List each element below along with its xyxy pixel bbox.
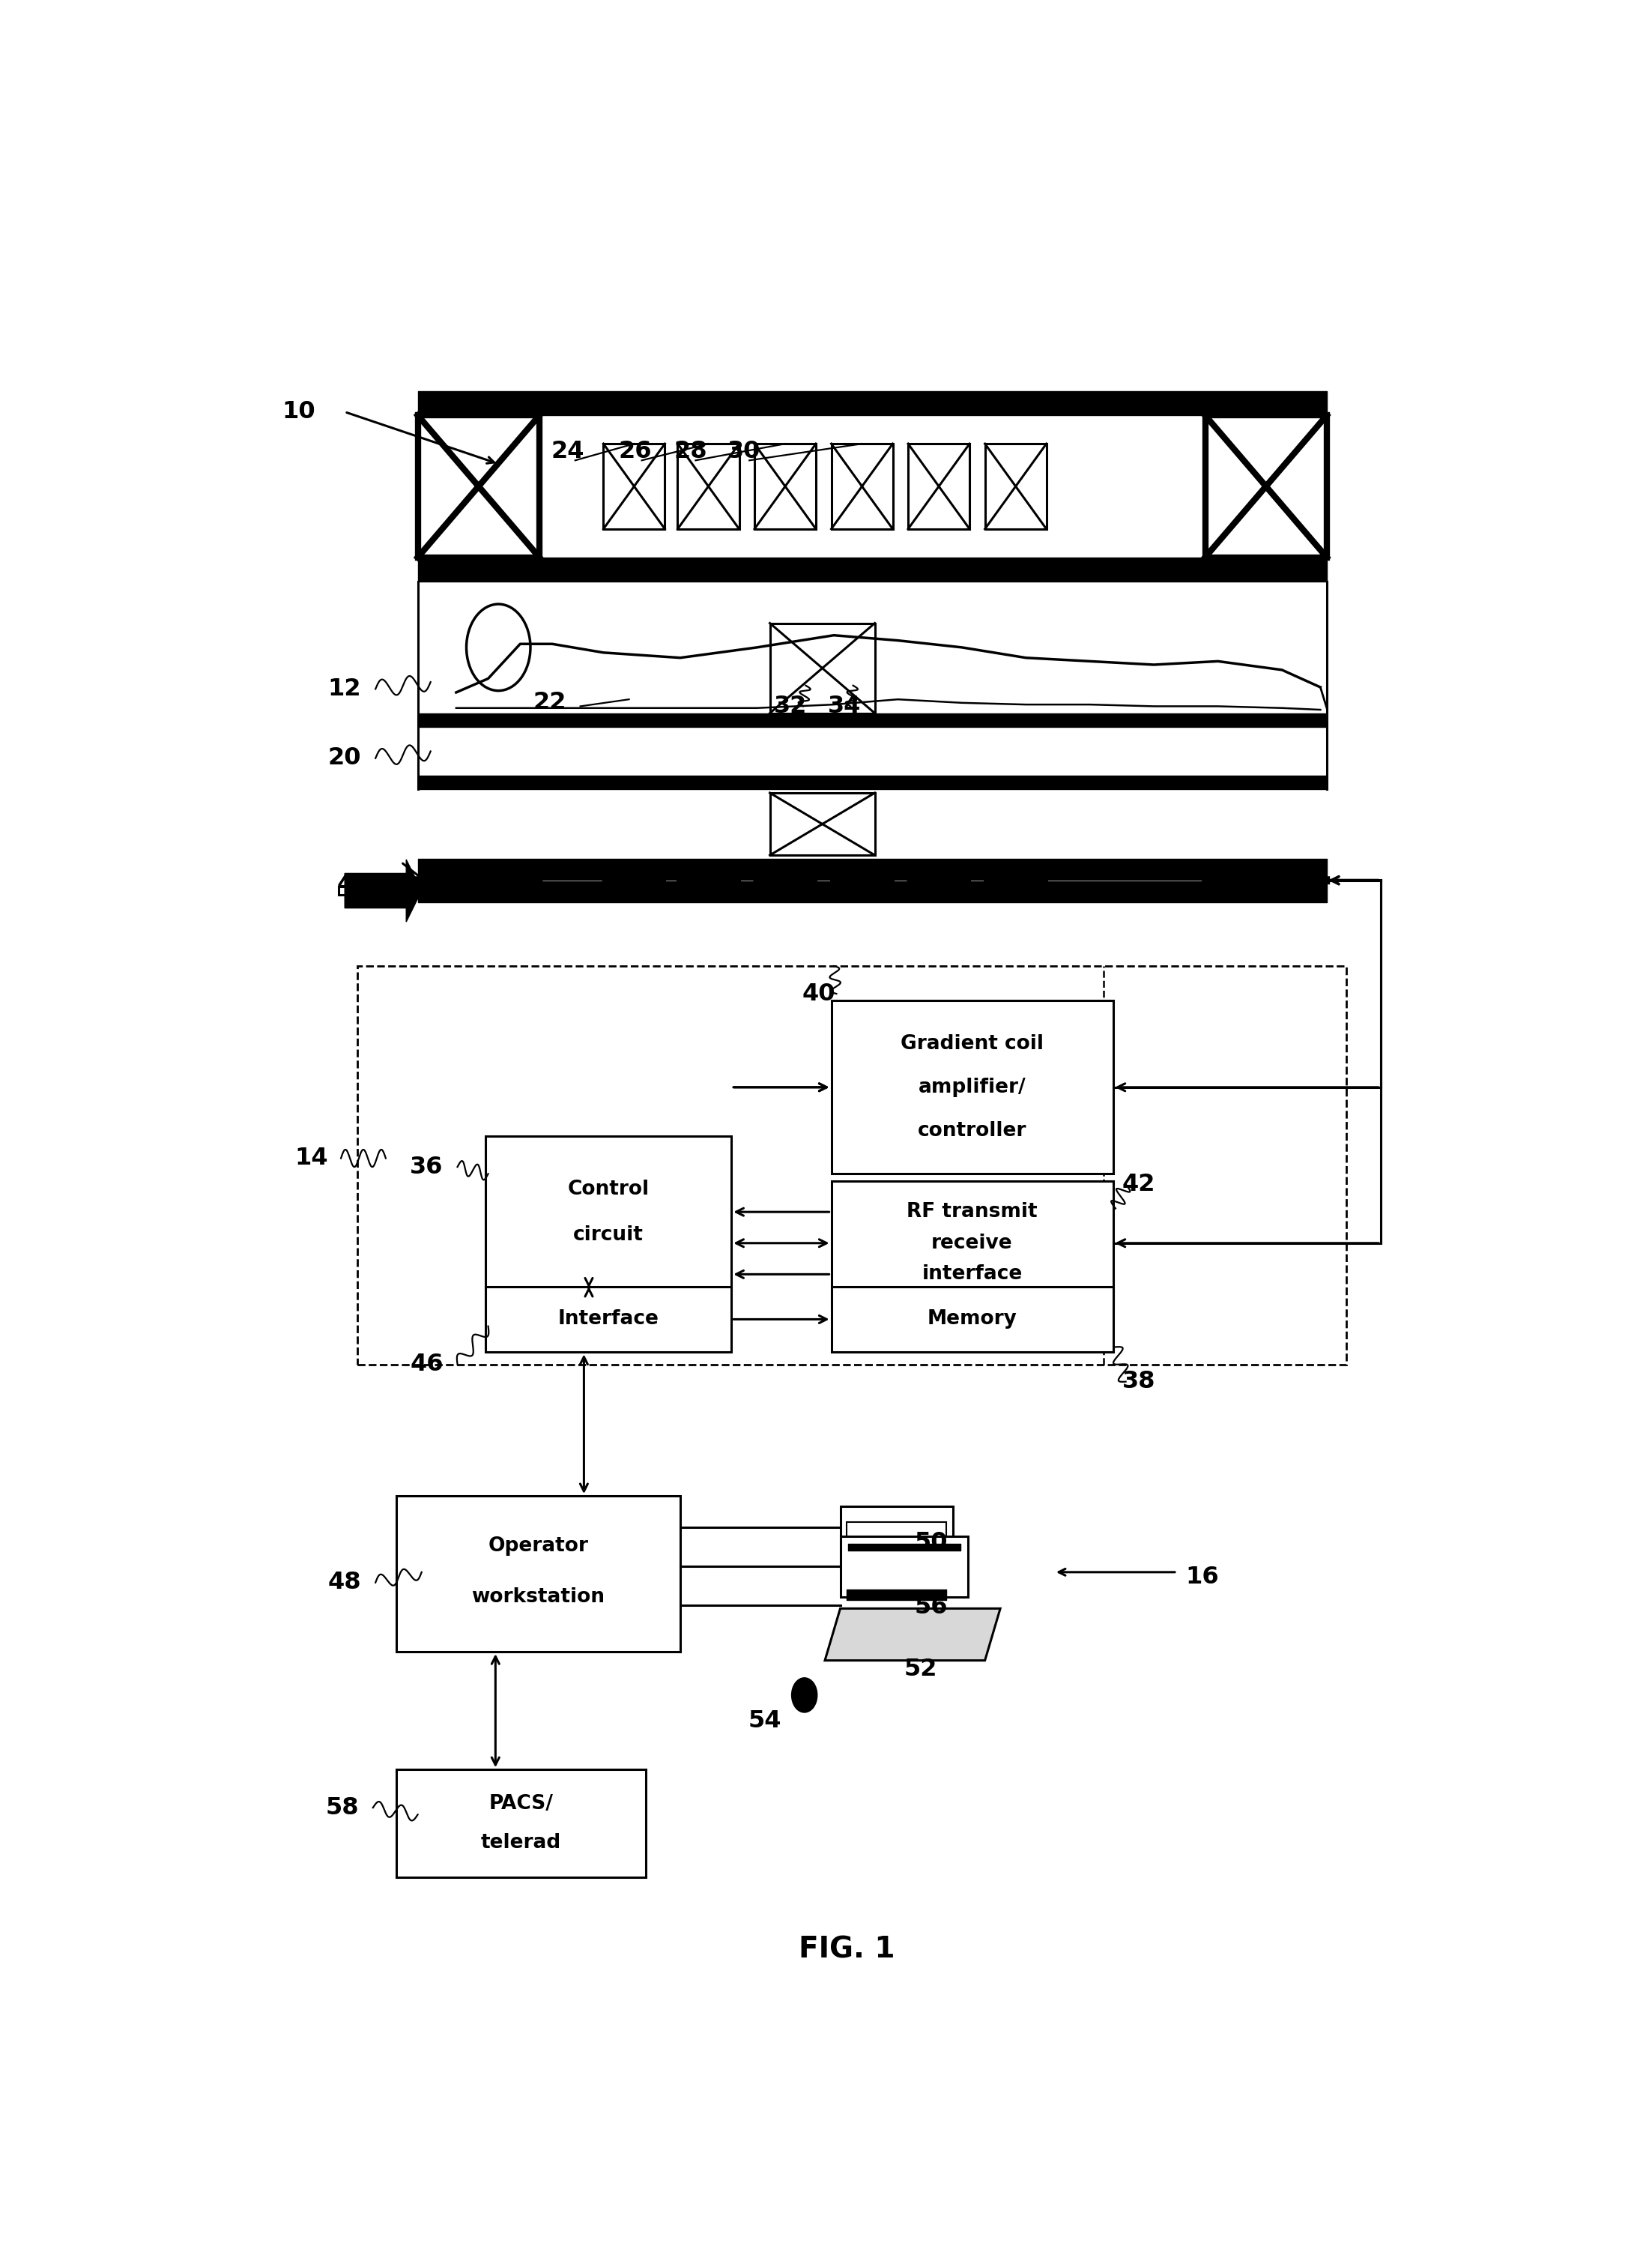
Text: 46: 46 bbox=[410, 1352, 443, 1376]
Bar bbox=[339, 886, 408, 895]
Bar bbox=[831, 1286, 1113, 1352]
Bar bbox=[770, 623, 876, 713]
Text: 48: 48 bbox=[329, 1570, 362, 1595]
Text: workstation: workstation bbox=[471, 1588, 605, 1608]
Bar bbox=[841, 1507, 953, 1570]
Text: RF transmit: RF transmit bbox=[907, 1203, 1037, 1221]
Text: Gradient coil: Gradient coil bbox=[900, 1035, 1044, 1055]
Text: 24: 24 bbox=[550, 441, 585, 463]
Bar bbox=[909, 443, 970, 529]
Text: 20: 20 bbox=[329, 747, 362, 769]
Text: Operator: Operator bbox=[487, 1536, 588, 1556]
Text: 10: 10 bbox=[282, 400, 316, 423]
Polygon shape bbox=[824, 1608, 1001, 1660]
Text: Interface: Interface bbox=[558, 1309, 659, 1329]
Text: 16: 16 bbox=[1186, 1565, 1219, 1590]
Bar bbox=[677, 443, 738, 529]
Text: telerad: telerad bbox=[481, 1833, 562, 1853]
Bar bbox=[1206, 416, 1327, 558]
Text: interface: interface bbox=[922, 1264, 1023, 1284]
Text: controller: controller bbox=[917, 1120, 1026, 1140]
Bar bbox=[396, 1496, 681, 1651]
Text: 52: 52 bbox=[904, 1658, 938, 1680]
Text: circuit: circuit bbox=[573, 1226, 644, 1244]
Circle shape bbox=[791, 1678, 818, 1711]
Text: Memory: Memory bbox=[927, 1309, 1018, 1329]
Text: 26: 26 bbox=[620, 441, 653, 463]
Bar bbox=[396, 1770, 646, 1878]
Bar bbox=[841, 1536, 968, 1597]
Text: 54: 54 bbox=[748, 1709, 781, 1732]
Text: Control: Control bbox=[568, 1178, 649, 1199]
Text: 12: 12 bbox=[329, 677, 362, 702]
Bar bbox=[831, 443, 892, 529]
Text: 58: 58 bbox=[325, 1797, 358, 1819]
Bar bbox=[486, 1286, 732, 1352]
Text: 22: 22 bbox=[534, 690, 567, 715]
Text: 38: 38 bbox=[1122, 1370, 1155, 1394]
Text: receive: receive bbox=[932, 1232, 1013, 1253]
Bar bbox=[603, 443, 664, 529]
Text: 56: 56 bbox=[915, 1595, 948, 1619]
Bar bbox=[418, 416, 539, 558]
Bar bbox=[831, 1181, 1113, 1304]
Text: 30: 30 bbox=[727, 441, 762, 463]
Bar bbox=[831, 1001, 1113, 1174]
Text: amplifier/: amplifier/ bbox=[919, 1077, 1026, 1098]
Text: 14: 14 bbox=[294, 1147, 329, 1169]
Bar bbox=[486, 1136, 732, 1289]
Text: 36: 36 bbox=[410, 1156, 443, 1178]
Text: 40: 40 bbox=[801, 983, 836, 1005]
Polygon shape bbox=[345, 859, 421, 922]
Text: 34: 34 bbox=[828, 695, 861, 717]
Bar bbox=[357, 967, 1346, 1365]
Text: 42: 42 bbox=[1122, 1172, 1155, 1196]
Bar bbox=[755, 443, 816, 529]
Text: PACS/: PACS/ bbox=[489, 1795, 553, 1813]
Text: 28: 28 bbox=[674, 441, 707, 463]
Text: 32: 32 bbox=[773, 695, 806, 717]
Bar bbox=[985, 443, 1046, 529]
Text: 44: 44 bbox=[337, 873, 370, 897]
Text: FIG. 1: FIG. 1 bbox=[798, 1936, 895, 1963]
Text: 50: 50 bbox=[915, 1532, 948, 1554]
Bar bbox=[847, 1523, 947, 1561]
Bar bbox=[770, 794, 876, 855]
